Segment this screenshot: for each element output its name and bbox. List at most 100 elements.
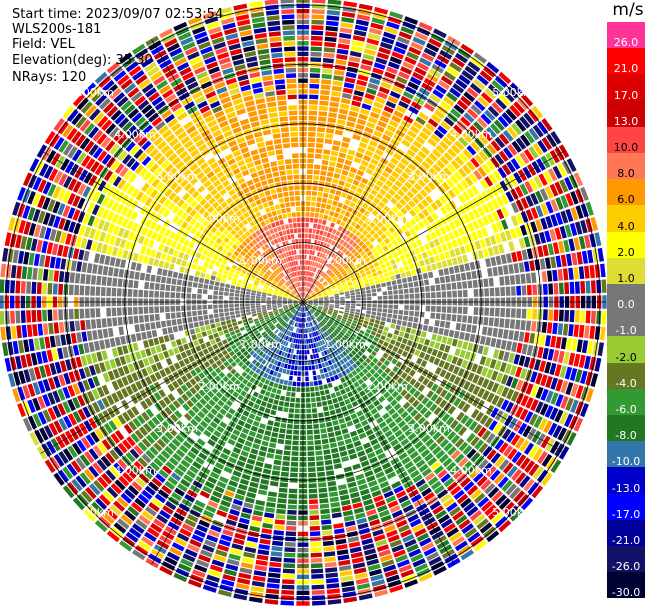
velocity-gate [453, 489, 465, 500]
velocity-gate [231, 318, 237, 323]
velocity-gate [311, 595, 326, 601]
velocity-gate [467, 342, 474, 352]
velocity-gate [248, 413, 256, 420]
velocity-gate [26, 324, 33, 337]
velocity-gate [325, 572, 338, 579]
velocity-gate [467, 61, 481, 73]
velocity-gate [135, 351, 142, 360]
velocity-gate [552, 349, 560, 362]
velocity-gate [212, 466, 222, 475]
velocity-gate [421, 487, 432, 497]
velocity-gate [415, 192, 424, 201]
velocity-gate [559, 179, 569, 193]
velocity-gate [424, 339, 431, 346]
velocity-gate [317, 309, 322, 312]
velocity-gate [106, 530, 120, 543]
velocity-gate [484, 109, 496, 121]
velocity-gate [371, 292, 377, 297]
velocity-gate [309, 283, 312, 288]
velocity-gate [344, 386, 351, 393]
velocity-gate [393, 290, 398, 295]
velocity-gate [527, 482, 539, 495]
velocity-gate [72, 397, 81, 409]
velocity-gate [260, 377, 266, 383]
velocity-gate [321, 345, 326, 351]
velocity-gate [548, 283, 554, 295]
velocity-gate [133, 460, 145, 472]
velocity-gate [431, 113, 442, 124]
velocity-gate [484, 88, 497, 100]
velocity-gate [410, 409, 419, 418]
velocity-gate [425, 195, 434, 204]
velocity-gate [356, 478, 367, 486]
velocity-gate [220, 499, 231, 508]
velocity-gate [498, 133, 510, 145]
velocity-gate [387, 61, 400, 70]
velocity-gate [182, 426, 192, 435]
velocity-gate [305, 293, 308, 298]
velocity-gate [405, 221, 412, 229]
velocity-gate [409, 378, 417, 386]
velocity-gate [272, 465, 281, 471]
velocity-gate [420, 146, 431, 156]
velocity-gate [366, 475, 376, 483]
velocity-gate [51, 348, 59, 361]
velocity-gate [277, 384, 283, 390]
velocity-gate [479, 355, 487, 366]
velocity-gate [423, 410, 432, 419]
velocity-gate [12, 388, 21, 403]
velocity-gate [226, 558, 240, 566]
velocity-gate [200, 326, 206, 332]
velocity-gate [458, 457, 469, 468]
velocity-gate [344, 520, 356, 527]
velocity-gate [581, 340, 589, 354]
velocity-gate [494, 307, 500, 317]
velocity-gate [318, 412, 324, 418]
velocity-gate [239, 567, 253, 575]
velocity-gate [555, 255, 562, 268]
velocity-gate [271, 364, 277, 371]
velocity-gate [438, 359, 446, 368]
velocity-gate [353, 251, 359, 257]
velocity-gate [356, 344, 362, 350]
velocity-gate [303, 323, 305, 328]
velocity-gate [310, 291, 315, 295]
velocity-gate [298, 312, 301, 317]
velocity-gate [319, 252, 323, 258]
velocity-gate [467, 383, 476, 393]
velocity-gate [293, 419, 300, 424]
velocity-gate [429, 340, 436, 348]
velocity-gate [235, 583, 250, 590]
velocity-gate [289, 370, 294, 376]
velocity-gate [67, 399, 76, 412]
velocity-gate [135, 519, 148, 530]
velocity-gate [414, 440, 424, 450]
velocity-gate [466, 145, 477, 156]
velocity-gate [398, 495, 409, 504]
velocity-gate [540, 203, 549, 216]
velocity-gate [463, 501, 476, 513]
velocity-gate [244, 422, 252, 430]
velocity-gate [505, 253, 513, 264]
velocity-gate [392, 231, 399, 238]
velocity-gate [323, 367, 328, 373]
velocity-gate [199, 363, 206, 371]
velocity-gate [320, 278, 325, 283]
velocity-gate [417, 393, 425, 402]
velocity-gate [355, 19, 369, 27]
velocity-gate [391, 85, 403, 95]
velocity-gate [282, 568, 295, 574]
velocity-gate [327, 278, 332, 283]
velocity-gate [182, 553, 196, 563]
velocity-gate [306, 306, 309, 310]
velocity-gate [377, 270, 383, 275]
velocity-gate [455, 78, 468, 90]
velocity-gate [97, 442, 108, 454]
velocity-gate [446, 461, 457, 472]
velocity-gate [339, 450, 348, 457]
velocity-gate [451, 338, 458, 347]
velocity-gate [120, 387, 129, 398]
velocity-gate [393, 152, 402, 161]
velocity-gate [365, 286, 371, 290]
